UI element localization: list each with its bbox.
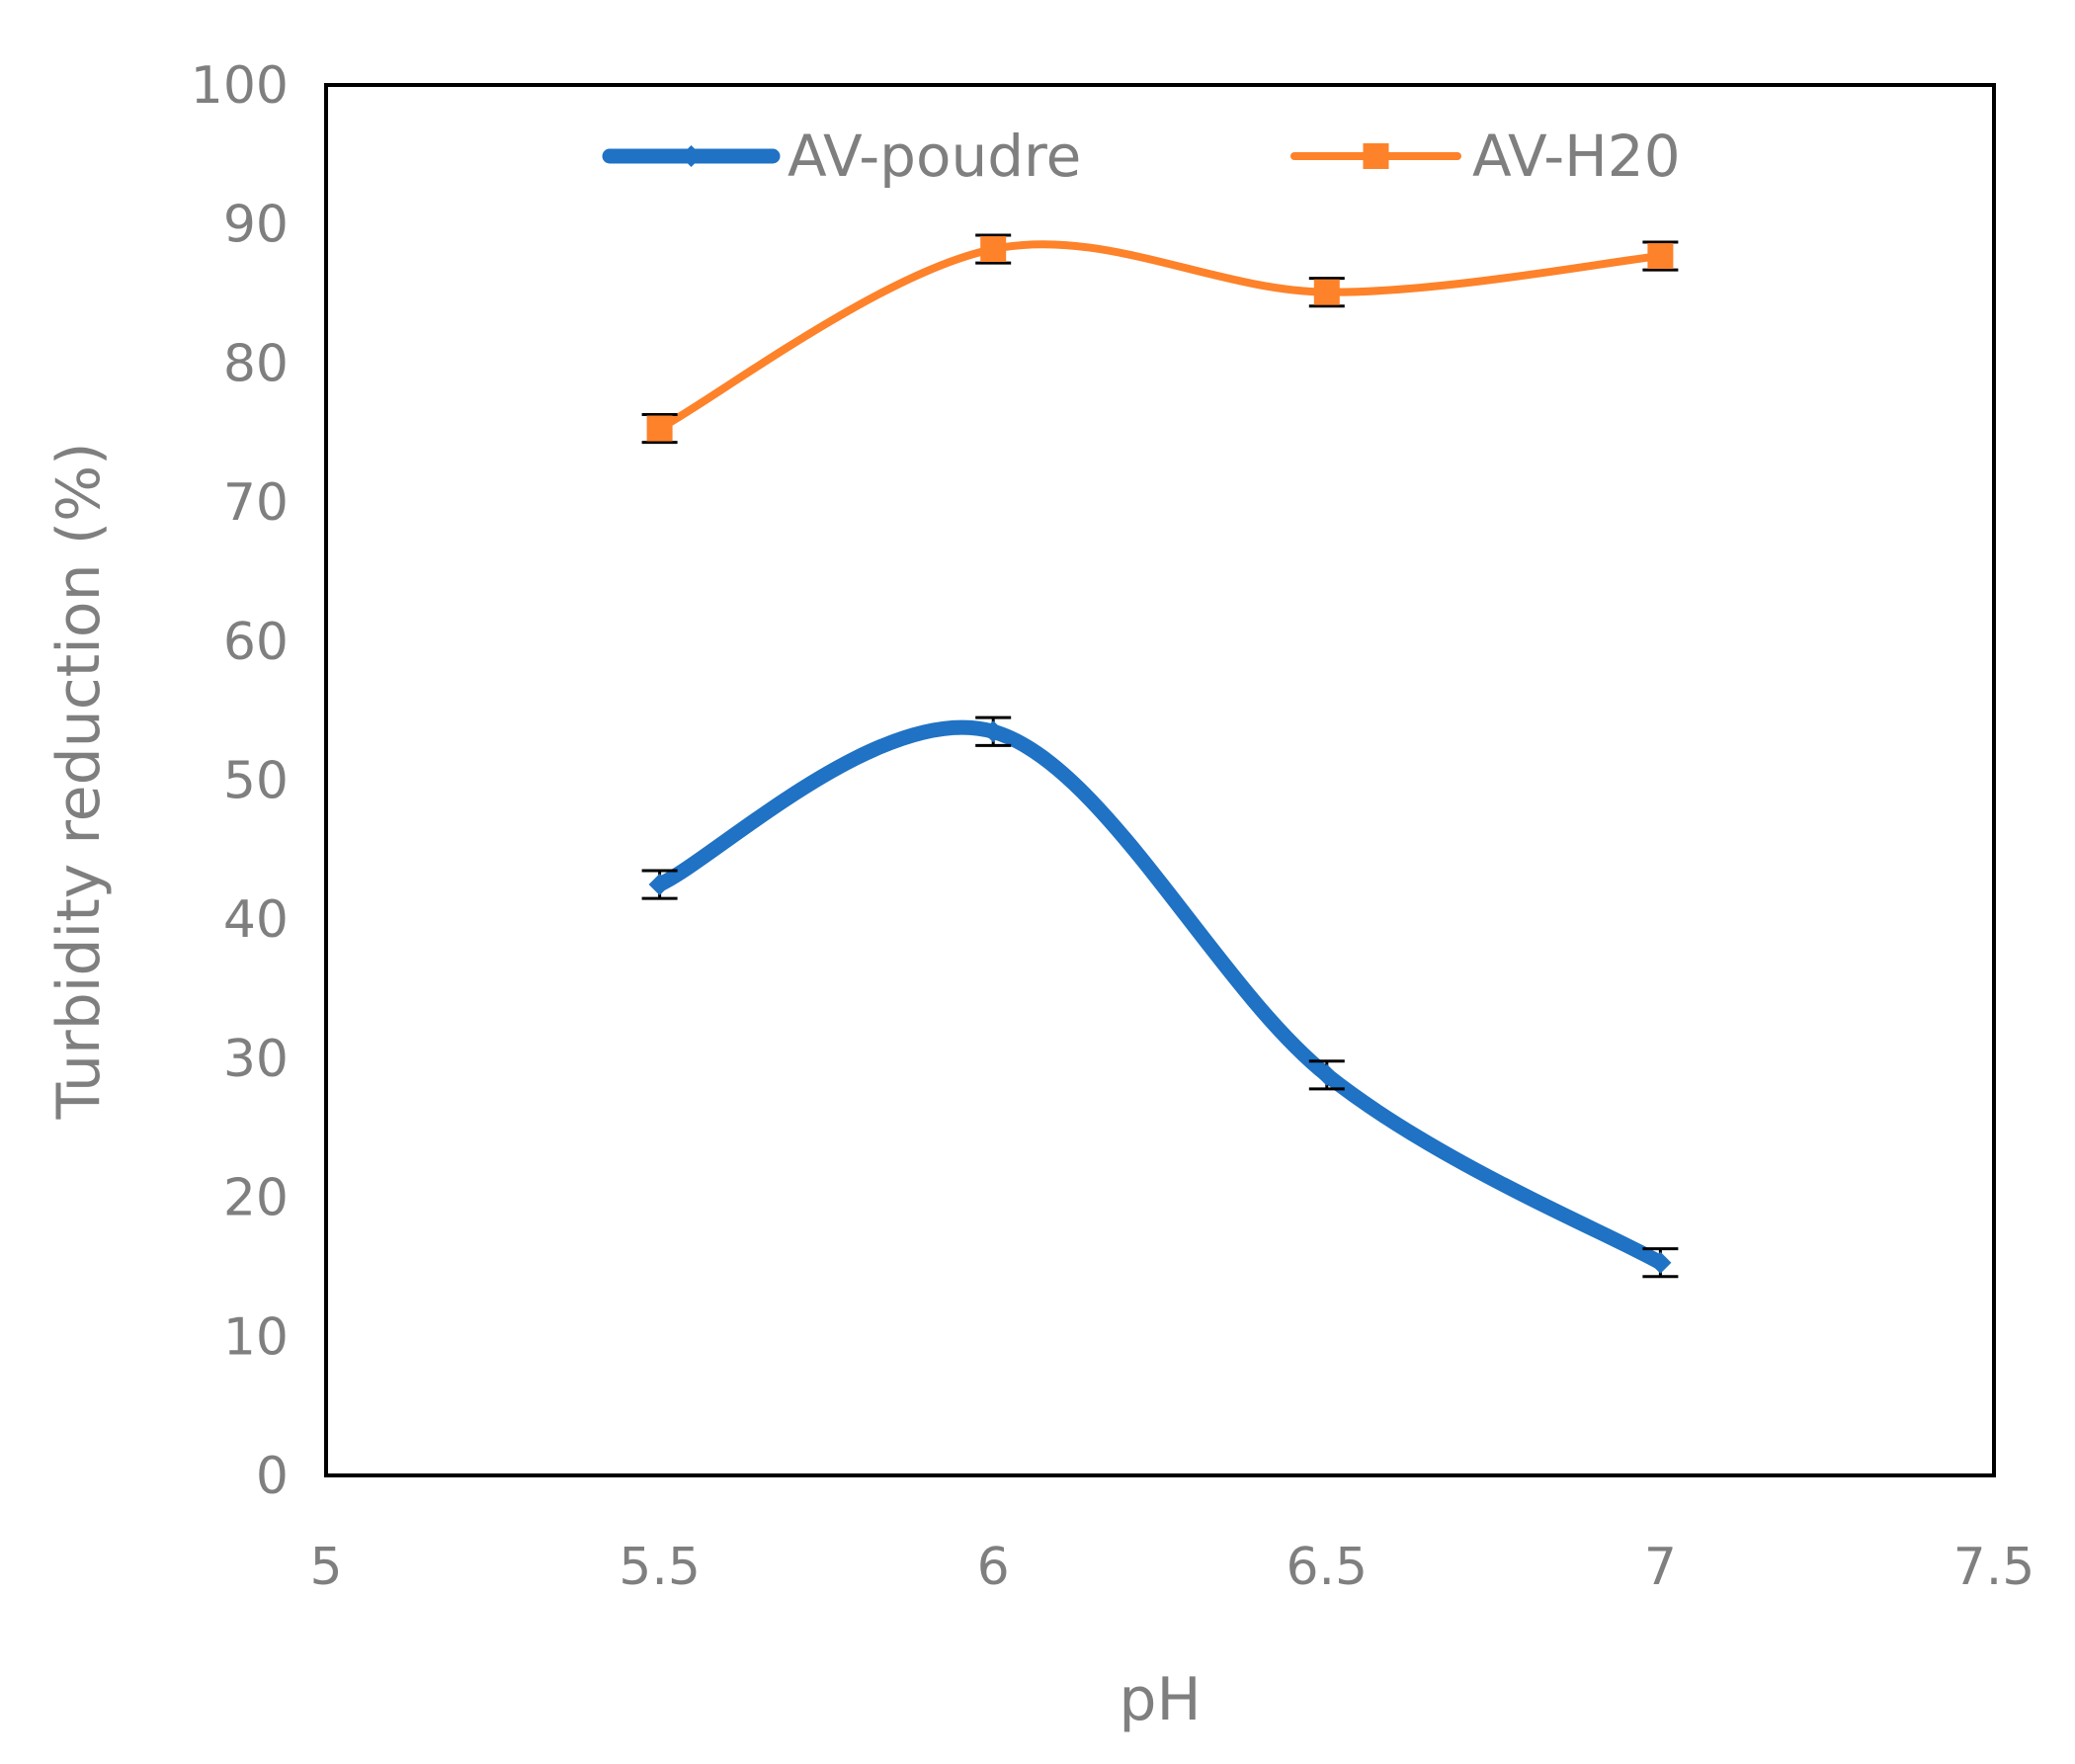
- y-tick-label: 60: [223, 613, 289, 672]
- x-tick-label: 7: [1644, 1538, 1677, 1597]
- y-tick-label: 20: [223, 1169, 289, 1228]
- legend-swatch-marker: [680, 145, 703, 167]
- data-point: [1649, 1251, 1672, 1274]
- legend-label: AV-poudre: [788, 123, 1081, 190]
- y-axis-ticks: 0 10 20 30 40 50 60 70 80 90 100: [191, 56, 289, 1506]
- x-tick-label: 5: [309, 1538, 342, 1597]
- y-tick-label: 90: [223, 196, 289, 255]
- x-tick-label: 6.5: [1286, 1538, 1368, 1597]
- series-av-poudre: [641, 715, 1679, 1279]
- data-point: [648, 874, 671, 896]
- data-point: [1313, 279, 1340, 305]
- y-tick-label: 40: [223, 890, 289, 950]
- series-layer: [641, 233, 1679, 1279]
- y-tick-label: 100: [191, 56, 289, 116]
- x-tick-label: 7.5: [1953, 1538, 2035, 1597]
- data-point: [646, 415, 673, 442]
- y-tick-label: 50: [223, 752, 289, 811]
- y-tick-label: 10: [223, 1307, 289, 1367]
- data-point: [980, 236, 1007, 263]
- x-tick-label: 6: [977, 1538, 1010, 1597]
- y-tick-label: 0: [256, 1447, 289, 1506]
- y-tick-label: 70: [223, 473, 289, 533]
- series-av-h20: [641, 233, 1679, 445]
- series-line: [655, 240, 1665, 433]
- data-point: [982, 720, 1005, 743]
- y-tick-label: 80: [223, 334, 289, 393]
- legend-label: AV-H20: [1472, 123, 1681, 190]
- x-axis-title: pH: [1119, 1665, 1201, 1734]
- legend: AV-poudre AV-H20: [602, 123, 1681, 190]
- x-axis-ticks: 5 5.5 6 6.5 7 7.5: [309, 1538, 2034, 1597]
- data-point: [1315, 1063, 1338, 1086]
- y-axis-title: Turbidity reduction (%): [44, 442, 114, 1120]
- series-line: [652, 719, 1668, 1271]
- plot-area: [324, 83, 1996, 1477]
- data-point: [1647, 243, 1674, 270]
- legend-swatch-marker: [1363, 143, 1389, 169]
- y-tick-label: 30: [223, 1030, 289, 1089]
- x-tick-label: 5.5: [619, 1538, 701, 1597]
